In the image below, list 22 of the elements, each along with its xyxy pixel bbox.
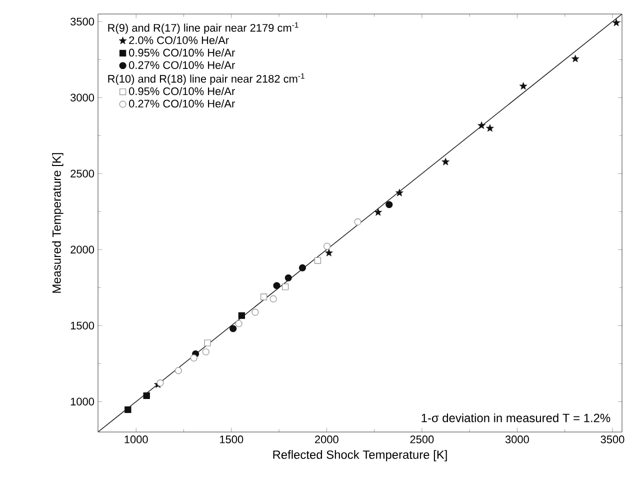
annotation: 1-σ deviation in measured T = 1.2% — [422, 413, 610, 422]
x-tick-label: 2500 — [410, 436, 434, 444]
annotation: R(10) and R(18) line pair near 2182 cm$^{-1}$ — [108, 73, 304, 85]
x-tick-label: 3500 — [600, 436, 624, 444]
y-tick-label: 3500 — [70, 18, 94, 26]
y-tick-label: 3000 — [70, 94, 94, 102]
legend-label: 0.95% CO/10% He/Ar — [128, 87, 235, 96]
x-tick-label: 1000 — [124, 436, 148, 444]
y-axis-title: Measured Temperature [K] — [52, 153, 64, 293]
annotation: R(9) and R(17) line pair near 2179 cm$^{-1}$ — [108, 22, 298, 34]
x-axis-title: Reflected Shock Temperature [K] — [273, 450, 447, 462]
legend-label: 0.27% CO/10% He/Ar — [128, 60, 235, 69]
legend-label: 2.0% CO/10% He/Ar — [129, 36, 229, 44]
x-tick-label: 1500 — [220, 436, 244, 444]
y-tick-label: 2000 — [70, 246, 94, 254]
x-tick-label: 3000 — [505, 436, 529, 444]
x-tick-label: 2000 — [315, 436, 338, 444]
y-tick-label: 2500 — [70, 170, 94, 178]
legend-label: 0.95% CO/10% He/Ar — [128, 48, 235, 57]
y-tick-label: 1500 — [70, 322, 94, 330]
legend-label: 0.27% CO/10% He/Ar — [128, 99, 235, 108]
y-tick-label: 1000 — [70, 398, 94, 406]
